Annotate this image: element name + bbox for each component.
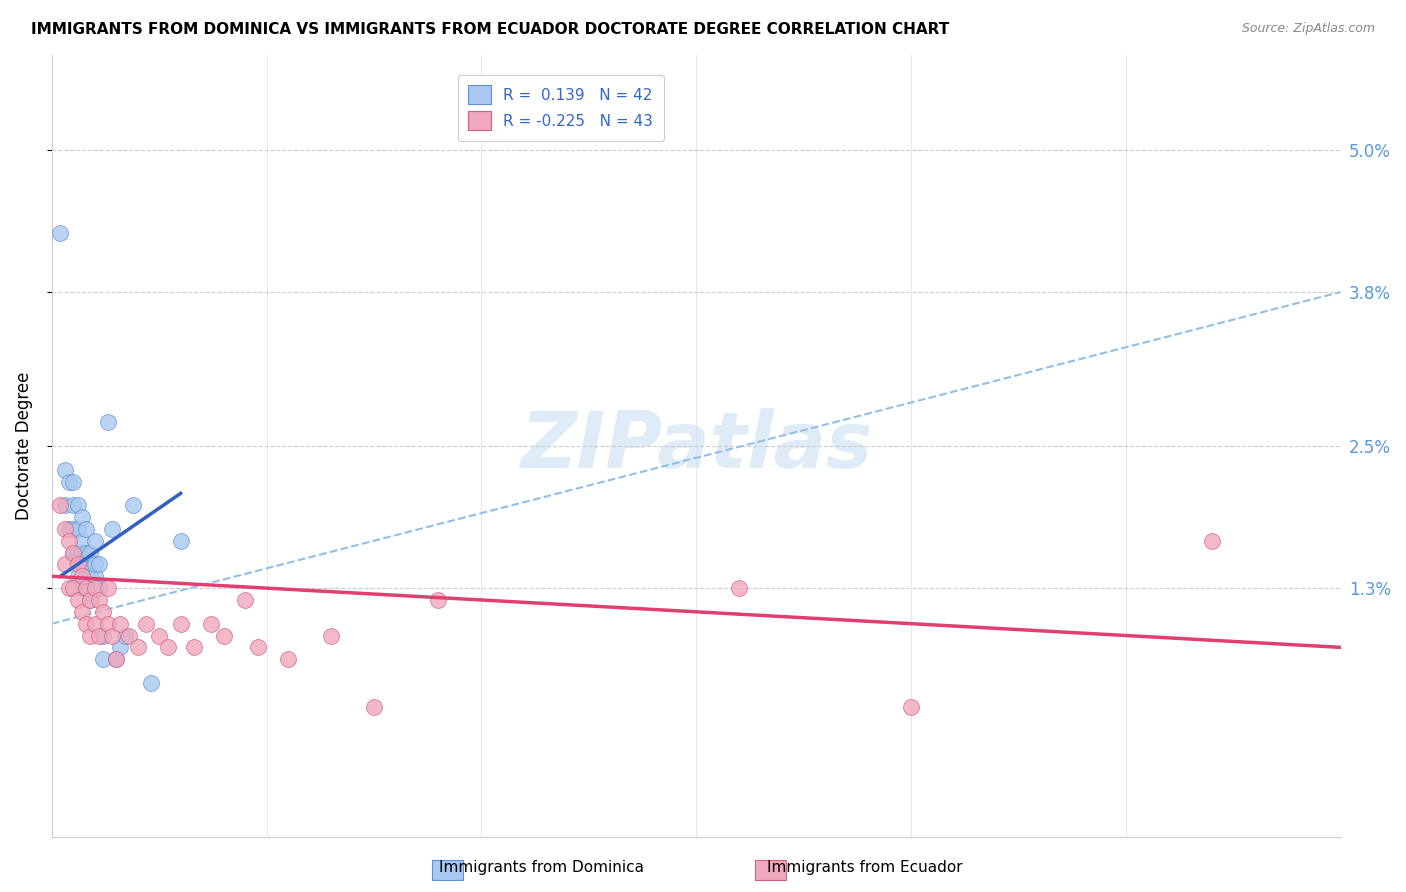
- Point: [66, 498, 89, 512]
- Point: [62, 498, 84, 512]
- Text: Source: ZipAtlas.com: Source: ZipAtlas.com: [1241, 22, 1375, 36]
- Point: [75, 558, 97, 572]
- Point: [87, 558, 110, 572]
- Point: [70, 581, 93, 595]
- Point: [87, 593, 110, 607]
- Point: [70, 546, 93, 560]
- Point: [110, 616, 132, 631]
- Point: [49, 226, 72, 240]
- Point: [62, 546, 84, 560]
- Point: [75, 616, 97, 631]
- Point: [97, 616, 120, 631]
- Point: [135, 616, 157, 631]
- Point: [427, 593, 450, 607]
- Point: [156, 640, 179, 655]
- Point: [62, 475, 84, 489]
- Point: [83, 558, 105, 572]
- Point: [148, 628, 170, 642]
- Point: [97, 415, 120, 429]
- Point: [246, 640, 269, 655]
- Point: [277, 652, 299, 666]
- Text: ZIPatlas: ZIPatlas: [520, 408, 872, 484]
- Point: [49, 498, 72, 512]
- Point: [114, 628, 136, 642]
- Point: [105, 652, 128, 666]
- Point: [75, 581, 97, 595]
- Point: [70, 605, 93, 619]
- Point: [91, 652, 114, 666]
- Point: [70, 569, 93, 583]
- Point: [122, 498, 145, 512]
- Point: [70, 533, 93, 548]
- Point: [212, 628, 235, 642]
- Point: [79, 593, 101, 607]
- Point: [87, 581, 110, 595]
- Point: [58, 581, 80, 595]
- Point: [79, 628, 101, 642]
- Point: [101, 522, 124, 536]
- Point: [1201, 533, 1223, 548]
- Point: [53, 522, 76, 536]
- Point: [75, 569, 97, 583]
- Point: [66, 569, 89, 583]
- Point: [97, 581, 120, 595]
- FancyBboxPatch shape: [755, 860, 786, 880]
- Point: [79, 569, 101, 583]
- Point: [91, 628, 114, 642]
- Point: [53, 558, 76, 572]
- Y-axis label: Doctorate Degree: Doctorate Degree: [15, 372, 32, 520]
- Point: [728, 581, 751, 595]
- Point: [200, 616, 222, 631]
- Point: [118, 628, 141, 642]
- Point: [66, 522, 89, 536]
- Point: [110, 640, 132, 655]
- Point: [62, 546, 84, 560]
- Point: [58, 533, 80, 548]
- Point: [75, 546, 97, 560]
- Point: [319, 628, 342, 642]
- Point: [83, 569, 105, 583]
- Point: [87, 628, 110, 642]
- Point: [233, 593, 256, 607]
- Point: [62, 581, 84, 595]
- Point: [75, 522, 97, 536]
- Point: [101, 628, 124, 642]
- Point: [79, 593, 101, 607]
- Point: [53, 498, 76, 512]
- Point: [169, 533, 191, 548]
- Point: [169, 616, 191, 631]
- Point: [105, 652, 128, 666]
- Point: [127, 640, 149, 655]
- Point: [83, 616, 105, 631]
- Point: [58, 522, 80, 536]
- Point: [58, 475, 80, 489]
- Point: [66, 558, 89, 572]
- Text: Immigrants from Ecuador: Immigrants from Ecuador: [766, 860, 963, 874]
- Point: [83, 581, 105, 595]
- Text: Immigrants from Dominica: Immigrants from Dominica: [439, 860, 644, 874]
- Point: [83, 581, 105, 595]
- Point: [66, 546, 89, 560]
- Legend: R =  0.139   N = 42, R = -0.225   N = 43: R = 0.139 N = 42, R = -0.225 N = 43: [457, 75, 664, 141]
- FancyBboxPatch shape: [432, 860, 463, 880]
- Point: [66, 593, 89, 607]
- Point: [83, 533, 105, 548]
- Point: [79, 546, 101, 560]
- Point: [91, 605, 114, 619]
- Point: [139, 676, 162, 690]
- Point: [363, 699, 385, 714]
- Point: [70, 558, 93, 572]
- Point: [62, 522, 84, 536]
- Point: [75, 581, 97, 595]
- Point: [183, 640, 205, 655]
- Point: [70, 510, 93, 524]
- Point: [53, 463, 76, 477]
- Point: [900, 699, 922, 714]
- Text: IMMIGRANTS FROM DOMINICA VS IMMIGRANTS FROM ECUADOR DOCTORATE DEGREE CORRELATION: IMMIGRANTS FROM DOMINICA VS IMMIGRANTS F…: [31, 22, 949, 37]
